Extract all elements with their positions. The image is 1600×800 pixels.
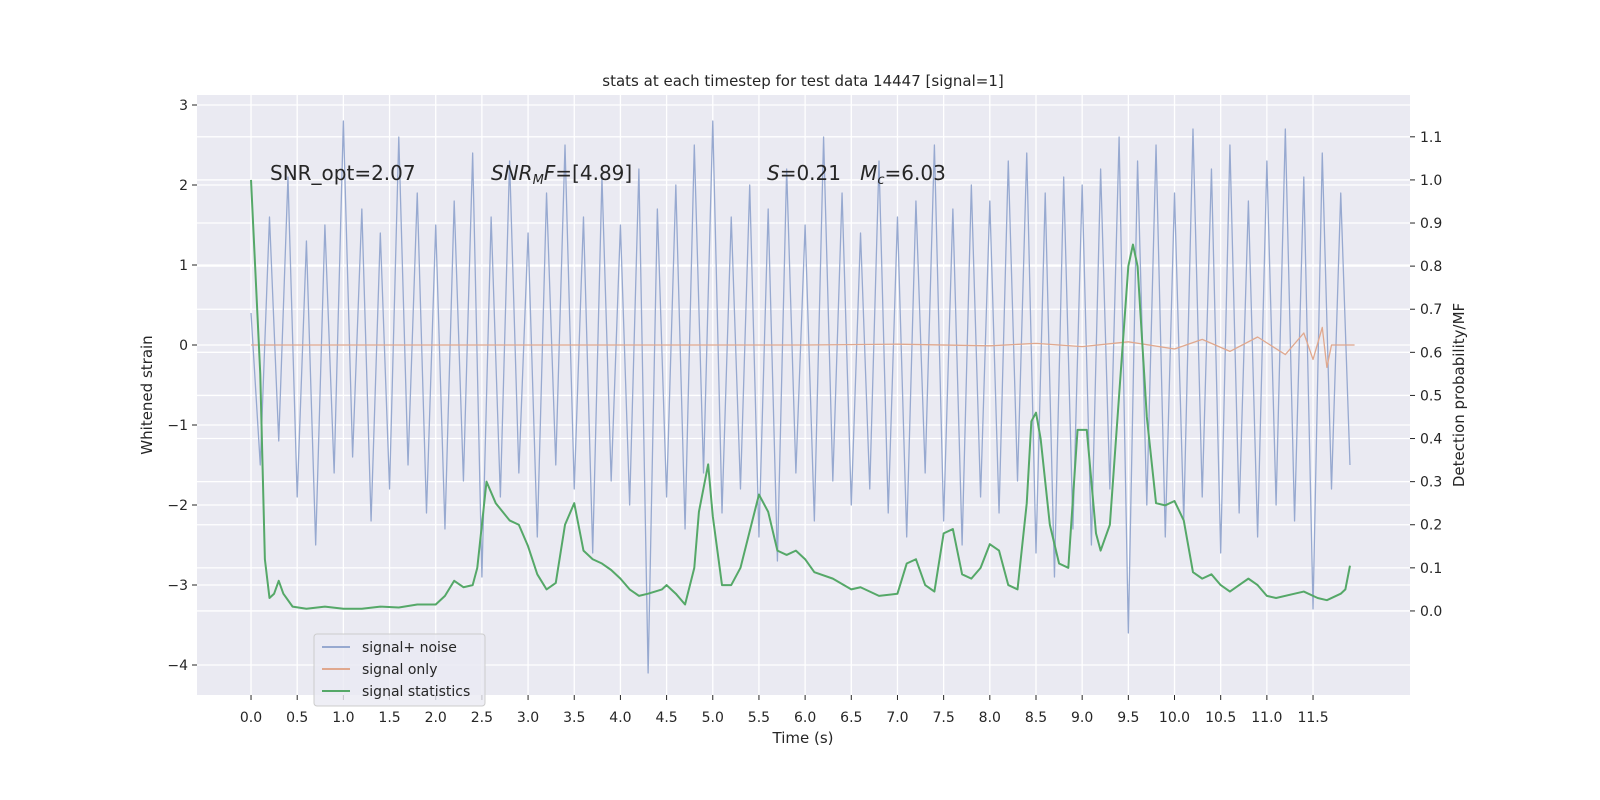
x-tick-label: 11.5	[1297, 710, 1328, 726]
x-tick-label: 6.5	[840, 710, 862, 726]
annotation: S=0.21 Mc=6.03	[767, 161, 946, 188]
series-line	[251, 326, 1355, 369]
y-tick-label: 2	[179, 178, 188, 194]
y2-tick-label: 1.0	[1420, 173, 1442, 189]
annotation: SNRMF=[4.89]	[491, 161, 632, 188]
annotation-part: M	[860, 161, 877, 185]
annotation-part: SNR	[491, 161, 533, 185]
x-tick-label: 10.0	[1159, 710, 1190, 726]
x-tick-label: 0.0	[240, 710, 262, 726]
annotation-part: M	[533, 173, 544, 188]
y-tick-label: 0	[179, 338, 188, 354]
grid	[197, 95, 1410, 695]
annotation-part: F	[544, 161, 556, 185]
annotation-part: =[4.89]	[555, 161, 632, 185]
y-tick-label: 3	[179, 98, 188, 114]
x-tick-label: 4.0	[609, 710, 631, 726]
x-tick-label: 0.5	[286, 710, 308, 726]
x-tick-label: 8.0	[979, 710, 1001, 726]
annotation-part: =6.03	[885, 161, 946, 185]
x-tick-label: 6.0	[794, 710, 816, 726]
x-tick-label: 10.5	[1205, 710, 1236, 726]
y2-axis-label: Detection probability/MF	[1450, 303, 1468, 487]
x-tick-label: 11.0	[1251, 710, 1282, 726]
legend: signal+ noise signal only signal statistic…	[313, 633, 486, 707]
y2-tick-label: 0.8	[1420, 259, 1442, 275]
legend-label: signal+ noise	[362, 640, 457, 656]
x-tick-label: 1.0	[332, 710, 354, 726]
x-tick-label: 5.0	[702, 710, 724, 726]
y-tick-label: −3	[167, 578, 188, 594]
legend-label: signal only	[362, 662, 437, 678]
y-tick-label: −2	[167, 498, 188, 514]
annotation: SNR_opt=2.07	[270, 161, 416, 185]
x-axis-label: Time (s)	[772, 729, 834, 747]
x-tick-label: 7.0	[886, 710, 908, 726]
legend-label: signal statistics	[362, 684, 470, 700]
legend-box	[313, 633, 486, 707]
chart-title: stats at each timestep for test data 144…	[602, 72, 1003, 90]
series-line	[250, 179, 1351, 610]
x-tick-label: 5.5	[748, 710, 770, 726]
y2-tick-label: 0.9	[1420, 216, 1442, 232]
y2-tick-label: 0.2	[1420, 518, 1442, 534]
y2-tick-label: 0.6	[1420, 345, 1442, 361]
annotation-part: S	[767, 161, 780, 185]
annotation-part: c	[877, 173, 884, 188]
x-tick-label: 3.5	[563, 710, 585, 726]
y2-tick-label: 0.3	[1420, 475, 1442, 491]
y-tick-label: −1	[167, 418, 188, 434]
y-tick-label: −4	[167, 658, 188, 674]
x-tick-label: 9.0	[1071, 710, 1093, 726]
x-tick-label: 3.0	[517, 710, 539, 726]
annotation-part: =0.21	[780, 161, 860, 185]
y2-tick-label: 1.1	[1420, 130, 1442, 146]
x-tick-label: 8.5	[1025, 710, 1047, 726]
x-tick-label: 2.5	[471, 710, 493, 726]
y2-tick-label: 0.7	[1420, 302, 1442, 318]
y2-tick-label: 0.5	[1420, 388, 1442, 404]
y2-tick-label: 0.4	[1420, 432, 1442, 448]
x-tick-label: 1.5	[378, 710, 400, 726]
series-line	[250, 120, 1351, 674]
x-tick-label: 9.5	[1117, 710, 1139, 726]
y2-tick-label: 0.1	[1420, 561, 1442, 577]
x-tick-label: 7.5	[933, 710, 955, 726]
x-tick-label: 2.0	[425, 710, 447, 726]
y-axis-label: Whitened strain	[138, 335, 156, 454]
y-tick-label: 1	[179, 258, 188, 274]
x-tick-label: 4.5	[655, 710, 677, 726]
y2-tick-label: 0.0	[1420, 604, 1442, 620]
annotation-part: SNR_opt=2.07	[270, 161, 416, 185]
